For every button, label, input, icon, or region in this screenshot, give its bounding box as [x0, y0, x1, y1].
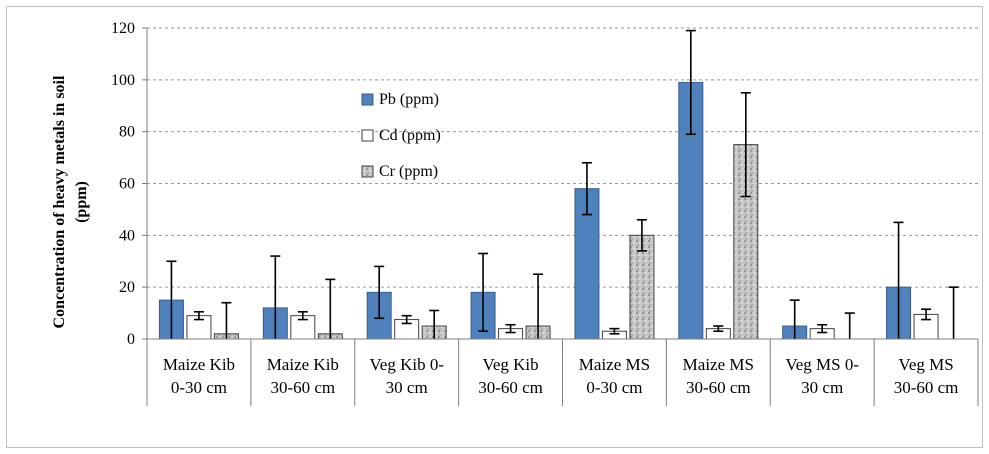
x-tick-label: Maize MS	[683, 355, 754, 374]
x-tick-label: 30-60 cm	[686, 378, 751, 397]
y-tick-label: 0	[127, 331, 135, 348]
x-tick-label: 30 cm	[801, 378, 843, 397]
bar-cr	[629, 234, 655, 340]
x-tick-label: Veg MS	[898, 355, 953, 374]
y-axis-label-unit: (ppm)	[73, 181, 90, 223]
x-tick-label: 30-60 cm	[270, 378, 335, 397]
x-tick-label: 30-60 cm	[894, 378, 959, 397]
y-tick-label: 80	[119, 124, 135, 141]
y-tick-label: 20	[119, 279, 135, 296]
y-axis: 0 20 40 60 80 100 120	[111, 20, 148, 348]
legend-swatch-pb	[361, 93, 374, 106]
x-tick-label: Veg Kib 0-	[369, 355, 444, 374]
x-tick-label: Veg MS 0-	[785, 355, 859, 374]
y-tick-label: 40	[119, 227, 135, 244]
x-tick-label: Veg Kib	[482, 355, 538, 374]
legend: Pb (ppm) Cd (ppm) Cr (ppm)	[361, 91, 441, 180]
y-tick-label: 100	[111, 72, 135, 89]
legend-swatch-cd	[361, 129, 374, 142]
plot-bars	[158, 29, 959, 340]
y-tick-label: 60	[119, 176, 135, 193]
gridlines	[147, 27, 978, 288]
x-tick-label: 30 cm	[386, 378, 428, 397]
legend-label-cr: Cr (ppm)	[379, 163, 438, 180]
x-axis: Maize Kib 0-30 cm Maize Kib 30-60 cm Veg Kib…	[146, 338, 979, 406]
x-tick-label: Maize Kib	[163, 355, 235, 374]
x-tick-label: 0-30 cm	[171, 378, 227, 397]
x-tick-label: 30-60 cm	[478, 378, 543, 397]
legend-swatch-cr	[361, 165, 374, 178]
x-tick-label: 0-30 cm	[586, 378, 642, 397]
x-tick-label: Maize MS	[579, 355, 650, 374]
legend-label-pb: Pb (ppm)	[379, 91, 439, 108]
x-tick-label: Maize Kib	[267, 355, 339, 374]
y-tick-label: 120	[111, 20, 135, 37]
y-axis-label: Concentration of heavy metals in soil	[51, 75, 68, 328]
legend-label-cd: Cd (ppm)	[379, 127, 441, 144]
